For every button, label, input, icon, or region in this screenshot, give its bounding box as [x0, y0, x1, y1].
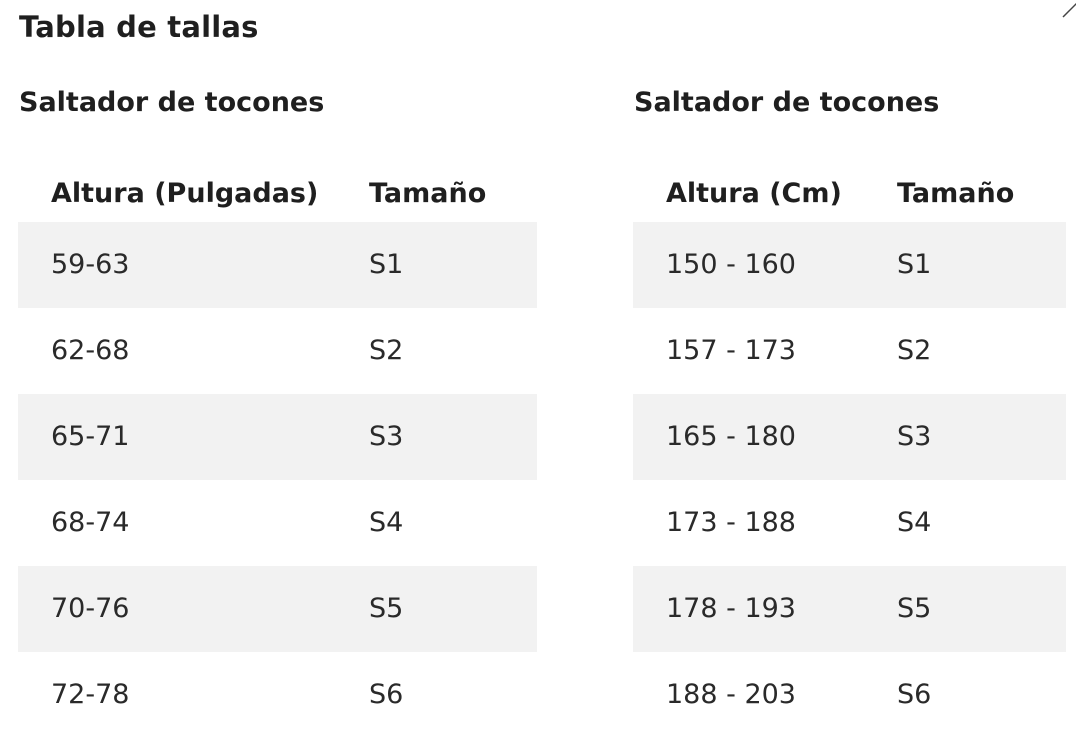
- size-table-cm: Altura (Cm) Tamaño 150 - 160 S1 157 - 17…: [633, 166, 1066, 738]
- cell-size: S1: [337, 222, 537, 308]
- close-icon[interactable]: [1062, 0, 1076, 20]
- cell-size: S2: [369, 335, 404, 366]
- cell-height: 150 - 160: [633, 222, 865, 308]
- cell-height: 68-74: [51, 507, 130, 538]
- cell-size: S6: [897, 679, 932, 710]
- cell-size: S1: [865, 222, 1066, 308]
- table-row: 65-71 S3: [18, 394, 537, 480]
- cell-size: S5: [865, 566, 1066, 652]
- column-header-height: Altura (Cm): [666, 178, 842, 209]
- table-row: 178 - 193 S5: [633, 566, 1066, 652]
- table-row: 188 - 203 S6: [633, 652, 1066, 738]
- size-chart-cm: Saltador de tocones Altura (Cm) Tamaño 1…: [633, 84, 1066, 738]
- section-title-inches: Saltador de tocones: [19, 87, 325, 118]
- size-table-inches: Altura (Pulgadas) Tamaño 59-63 S1 62-68 …: [18, 166, 537, 738]
- cell-height: 157 - 173: [666, 335, 796, 366]
- cell-size: S5: [337, 566, 537, 652]
- table-row: 173 - 188 S4: [633, 480, 1066, 566]
- table-row: 165 - 180 S3: [633, 394, 1066, 480]
- cell-size: S3: [337, 394, 537, 480]
- cell-size: S4: [369, 507, 404, 538]
- table-row: 150 - 160 S1: [633, 222, 1066, 308]
- column-header-size: Tamaño: [369, 178, 487, 209]
- cell-height: 72-78: [51, 679, 130, 710]
- cell-height: 62-68: [51, 335, 130, 366]
- cell-height: 70-76: [18, 566, 337, 652]
- cell-height: 165 - 180: [633, 394, 865, 480]
- table-header-row: Altura (Cm) Tamaño: [633, 166, 1066, 222]
- cell-height: 65-71: [18, 394, 337, 480]
- page-title: Tabla de tallas: [19, 10, 259, 44]
- table-row: 68-74 S4: [18, 480, 537, 566]
- table-row: 72-78 S6: [18, 652, 537, 738]
- table-row: 70-76 S5: [18, 566, 537, 652]
- column-header-height: Altura (Pulgadas): [51, 178, 319, 209]
- cell-height: 173 - 188: [666, 507, 796, 538]
- cell-size: S4: [897, 507, 932, 538]
- size-chart-inches: Saltador de tocones Altura (Pulgadas) Ta…: [18, 84, 537, 738]
- cell-size: S3: [865, 394, 1066, 480]
- table-header-row: Altura (Pulgadas) Tamaño: [18, 166, 537, 222]
- table-row: 62-68 S2: [18, 308, 537, 394]
- cell-height: 188 - 203: [666, 679, 796, 710]
- cell-size: S2: [897, 335, 932, 366]
- cell-size: S6: [369, 679, 404, 710]
- column-header-size: Tamaño: [897, 178, 1015, 209]
- cell-height: 59-63: [18, 222, 337, 308]
- table-row: 157 - 173 S2: [633, 308, 1066, 394]
- table-row: 59-63 S1: [18, 222, 537, 308]
- cell-height: 178 - 193: [633, 566, 865, 652]
- section-title-cm: Saltador de tocones: [634, 87, 940, 118]
